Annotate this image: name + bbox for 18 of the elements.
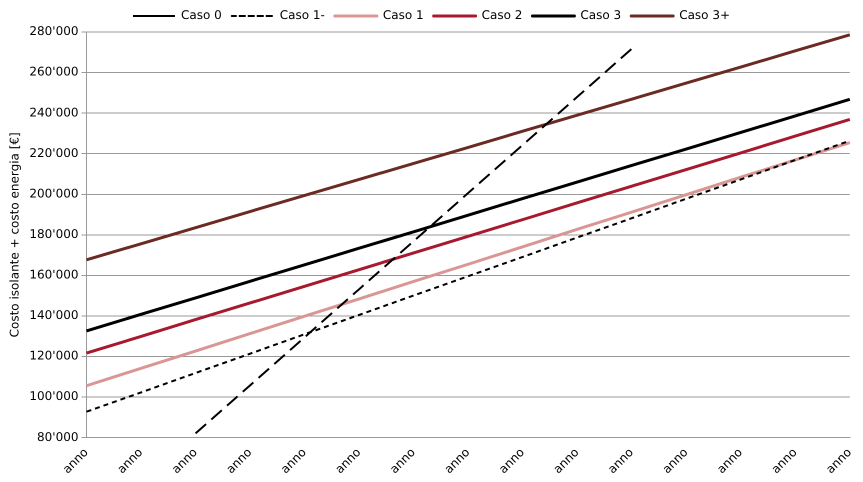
legend-label: Caso 0 <box>180 8 222 22</box>
y-tick-label: 280'000 <box>29 24 79 38</box>
legend-label: Caso 3+ <box>679 8 730 22</box>
y-tick-label: 100'000 <box>29 389 79 404</box>
legend-label: Caso 1 <box>382 8 424 22</box>
y-tick-label: 120'000 <box>29 348 79 363</box>
y-tick-label: 160'000 <box>29 268 79 282</box>
y-tick-label: 240'000 <box>29 105 79 120</box>
y-axis-title: Costo isolante + costo energia [€] <box>7 132 22 338</box>
y-tick-label: 180'000 <box>29 226 79 241</box>
legend-label: Caso 1- <box>280 8 325 22</box>
y-tick-label: 220'000 <box>29 146 79 160</box>
y-tick-label: 80'000 <box>37 430 79 444</box>
y-tick-label: 200'000 <box>29 186 79 200</box>
legend-label: Caso 2 <box>482 8 522 22</box>
y-tick-label: 140'000 <box>29 308 79 322</box>
y-tick-label: 260'000 <box>29 64 79 79</box>
legend-label: Caso 3 <box>580 8 622 22</box>
